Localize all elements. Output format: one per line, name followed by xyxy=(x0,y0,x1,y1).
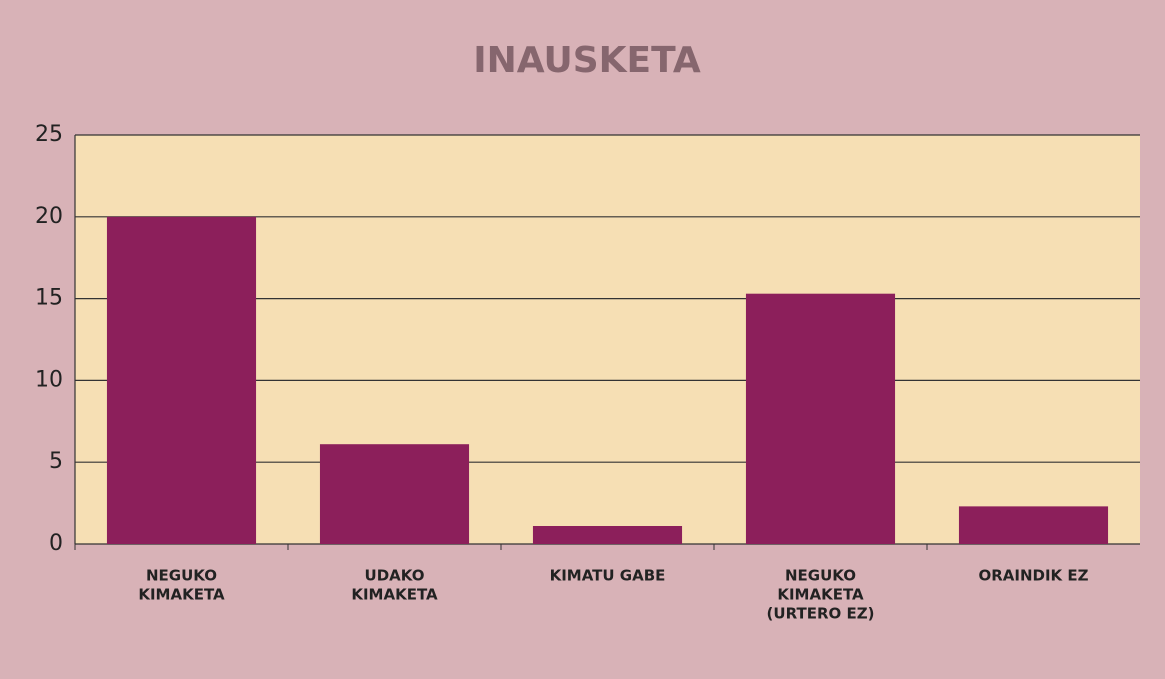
x-tick-label: KIMAKETA xyxy=(777,586,864,604)
bar xyxy=(319,444,470,544)
y-tick-label: 10 xyxy=(35,367,63,392)
x-tick-label: KIMATU GABE xyxy=(550,567,666,585)
x-tick-label: (URTERO EZ) xyxy=(767,605,875,623)
y-tick-label: 5 xyxy=(49,449,63,474)
bar xyxy=(106,216,257,545)
chart-title: INAUSKETA xyxy=(473,40,701,81)
x-tick-label: UDAKO xyxy=(365,567,425,585)
x-tick-label: KIMAKETA xyxy=(138,586,225,604)
x-tick-label: NEGUKO xyxy=(146,567,217,585)
bar xyxy=(532,526,683,544)
x-tick-label: NEGUKO xyxy=(785,567,856,585)
y-tick-label: 25 xyxy=(35,122,63,147)
y-tick-label: 20 xyxy=(35,204,63,229)
y-tick-label: 0 xyxy=(49,531,63,556)
x-tick-label: KIMAKETA xyxy=(351,586,438,604)
bar xyxy=(745,293,896,544)
bar xyxy=(958,506,1109,544)
y-tick-label: 15 xyxy=(35,286,63,311)
x-tick-label: ORAINDIK EZ xyxy=(978,567,1088,585)
